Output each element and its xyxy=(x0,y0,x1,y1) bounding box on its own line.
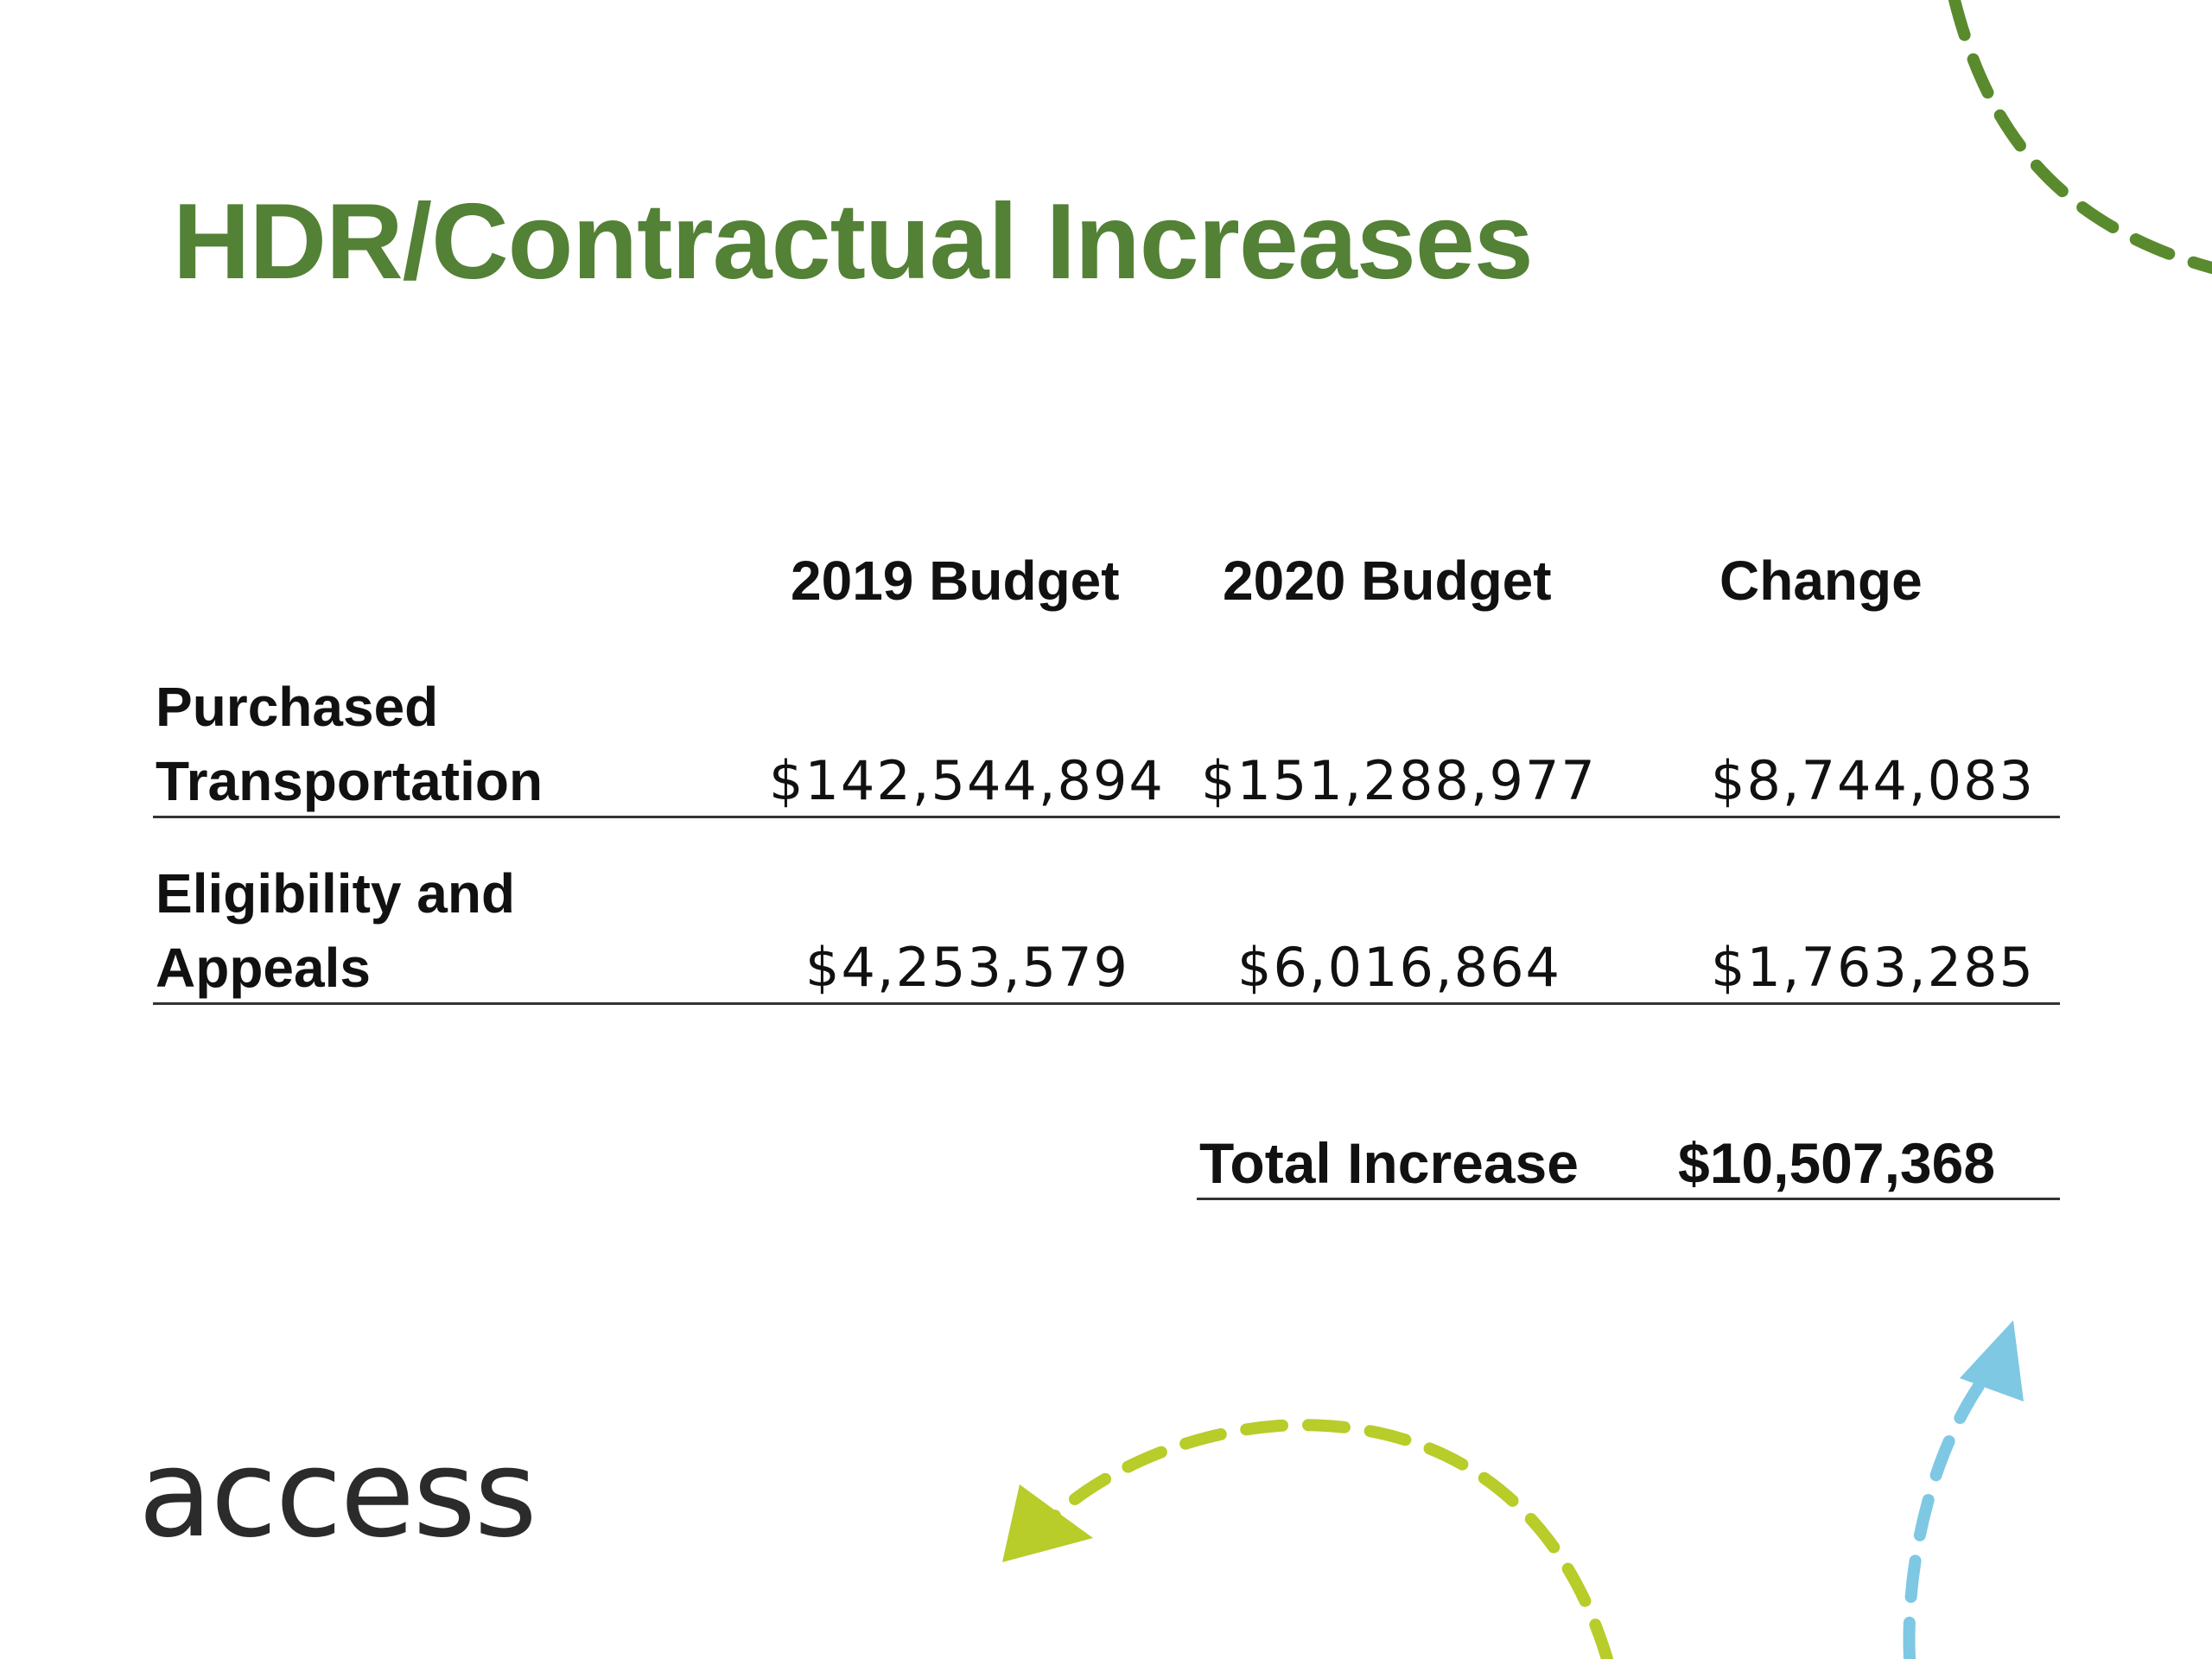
total-increase-value: $10,507,368 xyxy=(1678,1131,1996,1195)
cell-2020-budget: $151,288,977 xyxy=(1201,749,1597,812)
header-2020-budget: 2020 Budget xyxy=(1223,550,1552,612)
row-label-eligibility-appeals: Eligibility and Appeals xyxy=(156,856,515,1005)
bottom-lime-arc xyxy=(1035,1419,1613,1659)
cell-2019-budget: $142,544,894 xyxy=(769,749,1165,812)
row-divider xyxy=(153,1002,2060,1005)
cell-2019-budget: $4,253,579 xyxy=(805,936,1129,999)
top-right-arc xyxy=(1948,0,2212,274)
access-logo: access xyxy=(138,1424,537,1565)
right-blue-arc xyxy=(1903,1368,1993,1659)
total-divider xyxy=(1197,1198,2060,1200)
row-label-purchased-transportation: Purchased Transportation xyxy=(156,670,543,818)
bottom-lime-arrowhead-icon xyxy=(1002,1484,1093,1562)
row-label-line2: Transportation xyxy=(156,750,543,812)
row-label-line1: Eligibility and xyxy=(156,862,516,925)
right-blue-arrowhead-icon xyxy=(1960,1320,2024,1402)
cell-change: $8,744,083 xyxy=(1711,749,2035,812)
row-divider xyxy=(153,816,2060,818)
row-label-line1: Purchased xyxy=(156,676,439,738)
slide-title: HDR/Contractual Increases xyxy=(173,182,1534,302)
total-increase-label: Total Increase xyxy=(1199,1131,1579,1195)
header-2019-budget: 2019 Budget xyxy=(791,550,1120,612)
row-label-line2: Appeals xyxy=(156,937,371,999)
header-change: Change xyxy=(1719,550,1923,612)
cell-2020-budget: $6,016,864 xyxy=(1237,936,1561,999)
cell-change: $1,763,285 xyxy=(1711,936,2035,999)
